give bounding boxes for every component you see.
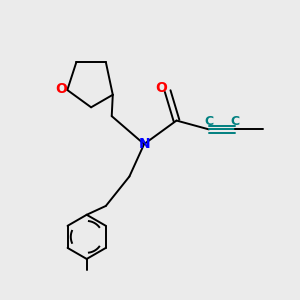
Text: O: O xyxy=(155,81,167,95)
Text: O: O xyxy=(56,82,68,95)
Text: C: C xyxy=(204,115,214,128)
Text: N: N xyxy=(138,137,150,151)
Text: C: C xyxy=(231,115,240,128)
